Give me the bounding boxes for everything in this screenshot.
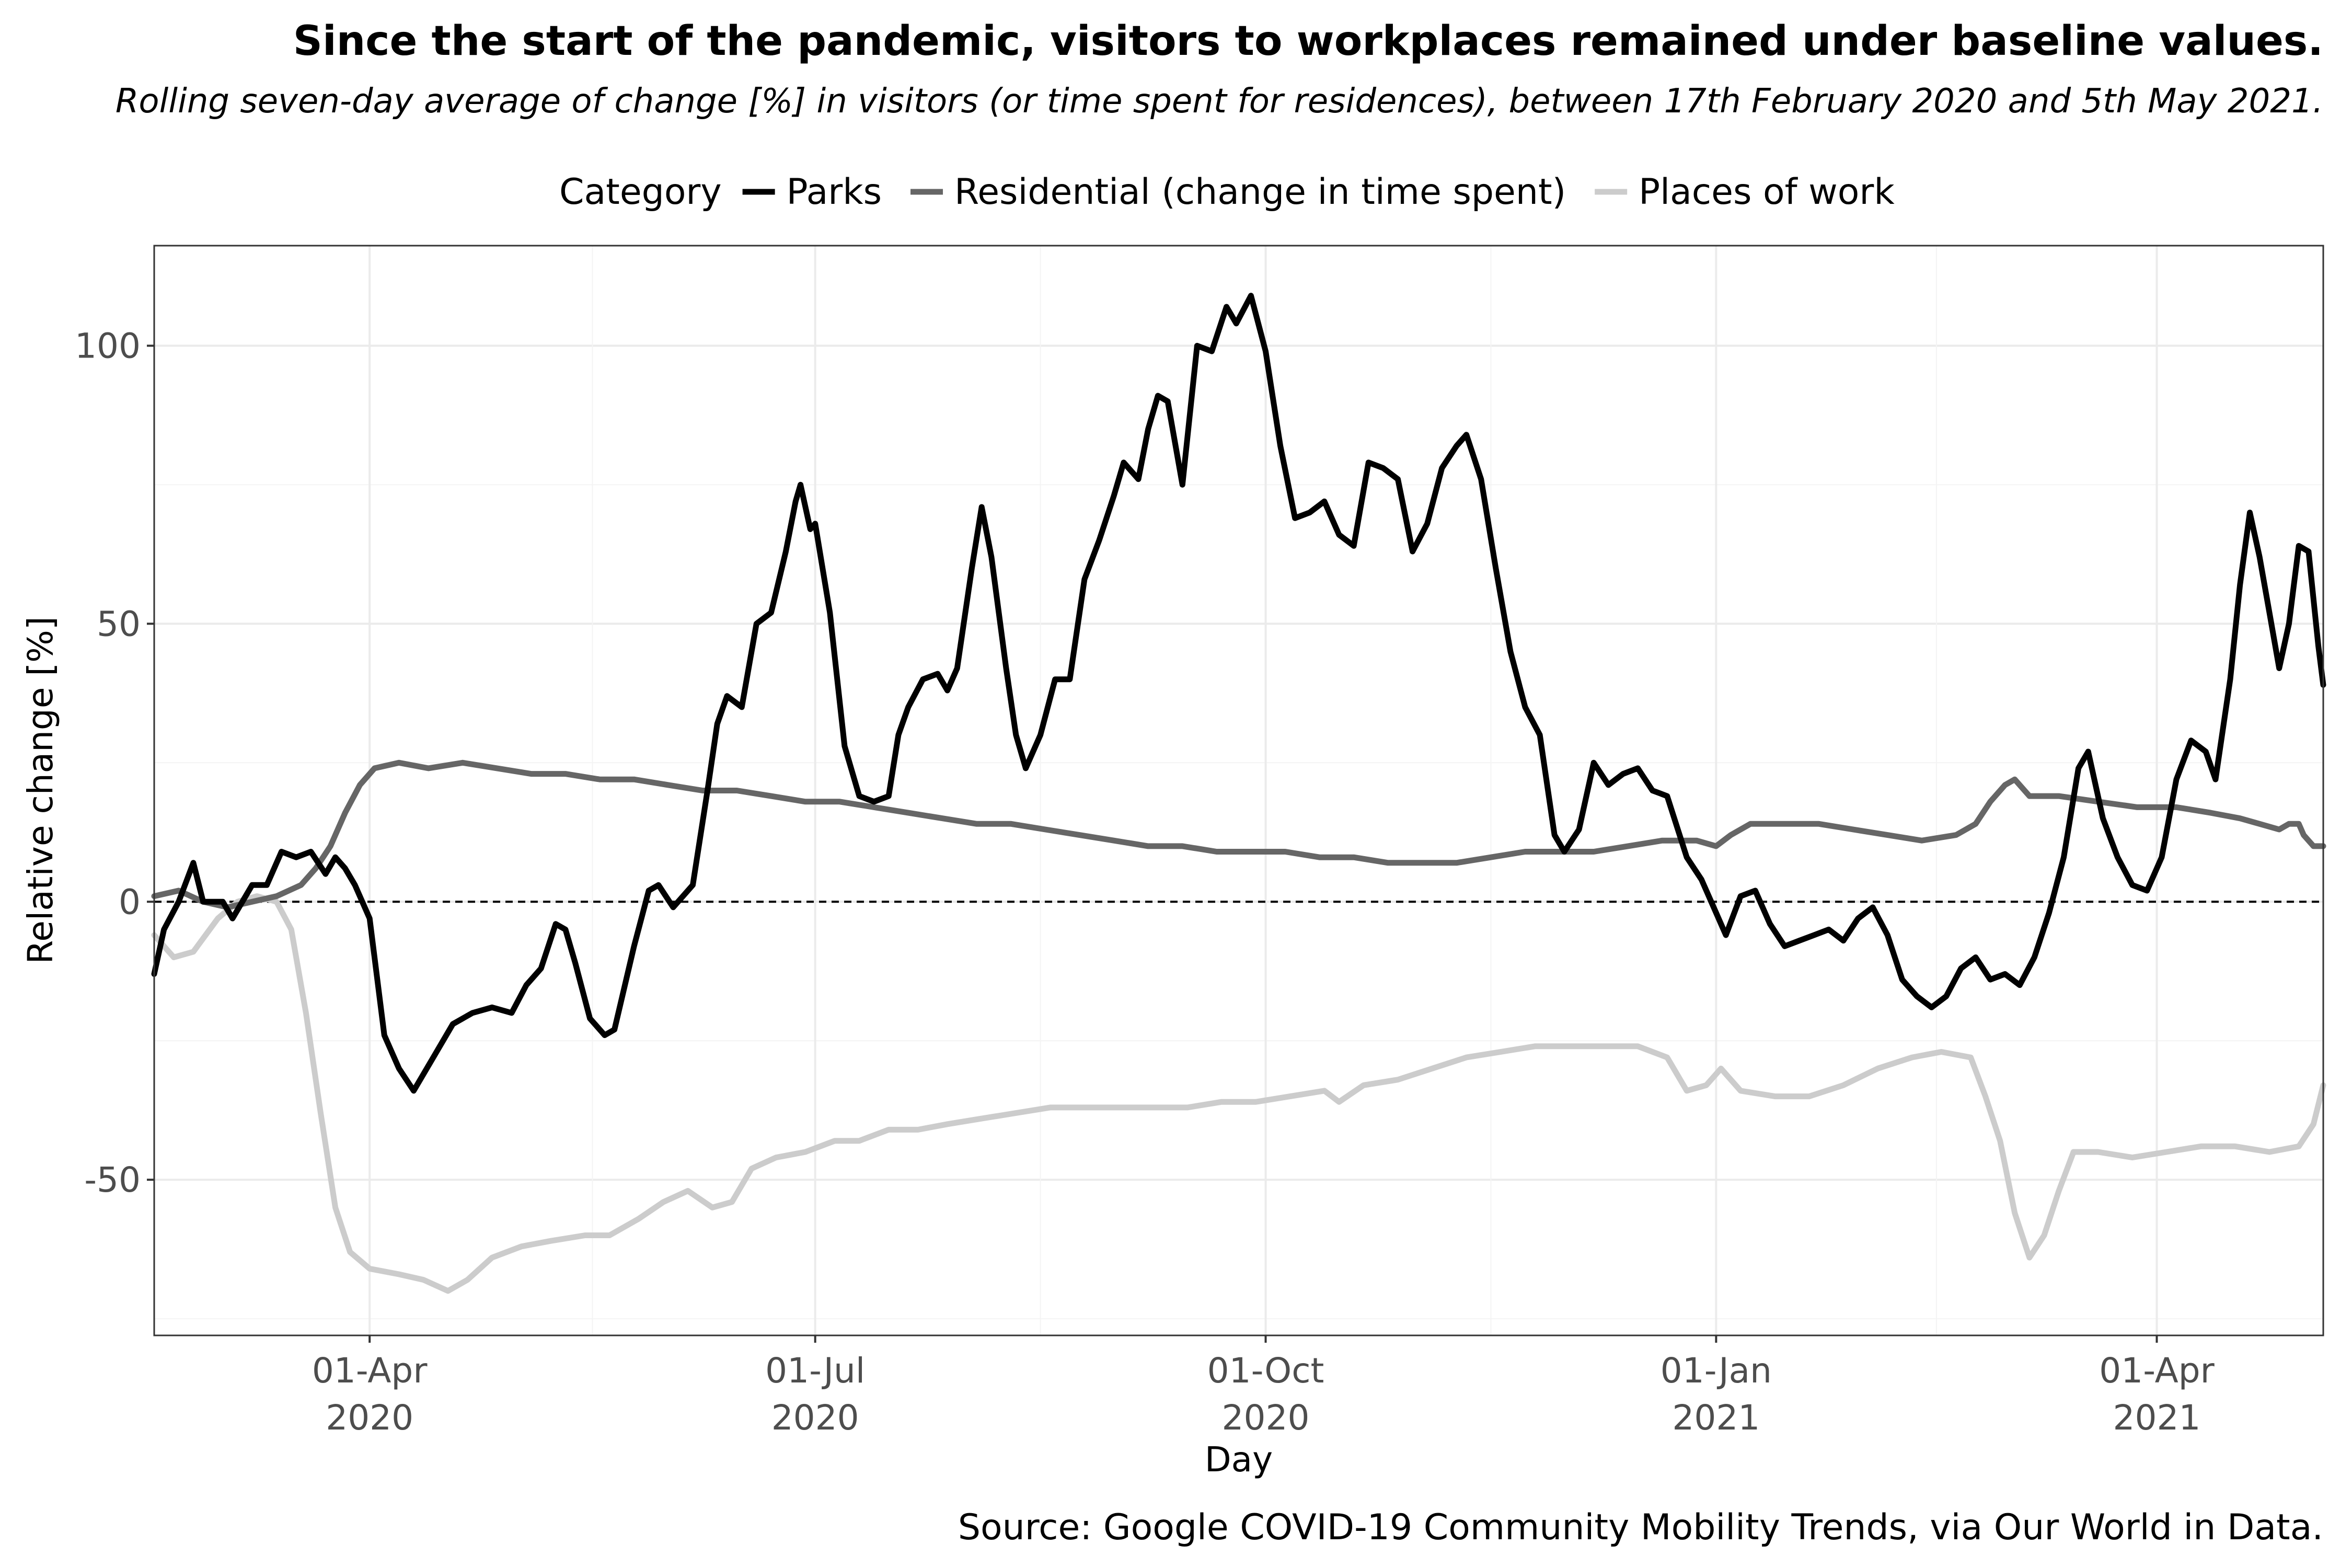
x-tick-year-label: 2021	[1672, 1398, 1760, 1438]
series-line-residential-change-in-time-spent	[151, 759, 2326, 910]
grid	[154, 246, 2323, 1335]
y-tick-label: -50	[84, 1160, 141, 1200]
plot-border	[153, 245, 2324, 1336]
chart-title: Since the start of the pandemic, visitor…	[293, 18, 2323, 65]
legend-label: Places of work	[1639, 171, 1895, 213]
y-axis-title: Relative change [%]	[20, 616, 61, 964]
y-tick-label: 50	[97, 604, 141, 644]
y-axis-ticks: -50 0 50 100	[75, 326, 154, 1200]
series-line-parks	[151, 293, 2326, 1094]
x-tick-year-label: 2021	[2113, 1398, 2201, 1438]
legend: Category Parks Residential (change in tim…	[559, 171, 1895, 213]
chart-subtitle: Rolling seven-day average of change [%] …	[116, 82, 2323, 121]
legend-label: Parks	[787, 171, 882, 213]
x-tick-label: 01-Apr	[312, 1351, 428, 1391]
x-tick-year-label: 2020	[1222, 1398, 1310, 1438]
x-axis-title: Day	[1205, 1439, 1273, 1480]
x-tick-year-label: 2020	[326, 1398, 413, 1438]
x-tick-label: 01-Jul	[765, 1351, 865, 1391]
plot-background	[154, 246, 2323, 1335]
x-tick-label: 01-Jan	[1661, 1351, 1772, 1391]
x-tick-label: 01-Apr	[2099, 1351, 2215, 1391]
series-layer	[151, 293, 2326, 1294]
x-tick-label: 01-Oct	[1207, 1351, 1324, 1391]
x-tick-year-label: 2020	[771, 1398, 859, 1438]
legend-title: Category	[559, 171, 722, 213]
chart-caption: Source: Google COVID-19 Community Mobili…	[958, 1507, 2323, 1548]
series-line-places-of-work	[151, 893, 2326, 1294]
x-axis-ticks: 01-Apr 2020 01-Jul 2020 01-Oct 2020 01-Jan 2021…	[312, 1335, 2215, 1438]
legend-label: Residential (change in time spent)	[954, 171, 1566, 213]
y-tick-label: 100	[75, 326, 141, 366]
y-tick-label: 0	[119, 882, 141, 922]
